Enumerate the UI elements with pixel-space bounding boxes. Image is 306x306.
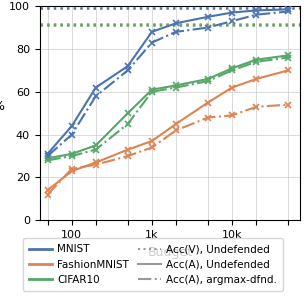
X-axis label: Budget: Budget <box>147 246 192 259</box>
Legend: MNIST, FashionMNIST, CIFAR10, Acc(V), Undefended, Acc(A), Undefended, Acc(A), ar: MNIST, FashionMNIST, CIFAR10, Acc(V), Un… <box>23 238 283 291</box>
Y-axis label: %: % <box>0 100 4 113</box>
